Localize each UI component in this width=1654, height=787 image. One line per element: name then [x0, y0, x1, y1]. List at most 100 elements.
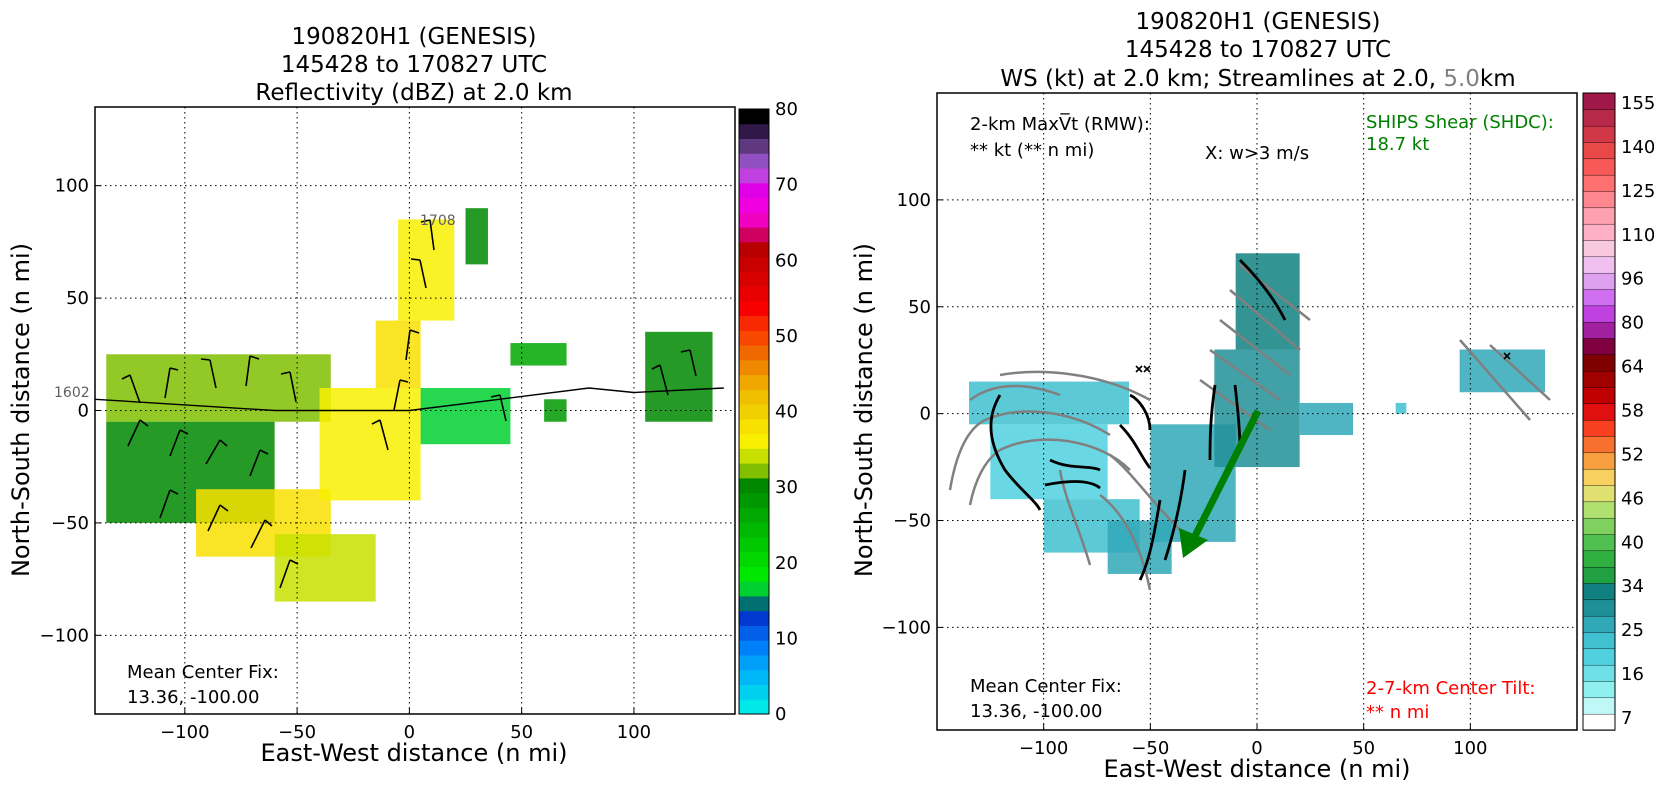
colorbar-tick-label: 20 [775, 553, 798, 574]
colorbar-swatch [739, 389, 769, 405]
colorbar-swatch [739, 109, 769, 125]
colorbar-swatch [739, 581, 769, 597]
colorbar-swatch [1582, 484, 1616, 503]
x-tick-label: −100 [1019, 738, 1068, 759]
left-title-line-2: 145428 to 170827 UTC [281, 52, 547, 78]
colorbar-tick-label: 30 [775, 477, 798, 498]
colorbar-swatch [1582, 517, 1616, 535]
colorbar-swatch [1582, 631, 1616, 650]
left-center-fix-line-1: Mean Center Fix: [127, 662, 279, 683]
x-tick-label: 50 [510, 722, 533, 743]
x-tick-label: −100 [160, 722, 209, 743]
colorbar-swatch [1582, 288, 1616, 307]
colorbar-swatch [1582, 386, 1616, 405]
colorbar-swatch [1582, 599, 1616, 617]
colorbar-swatch [1582, 337, 1616, 356]
colorbar-swatch [739, 182, 769, 199]
colorbar-swatch [739, 300, 769, 317]
colorbar-tick-label: 16 [1621, 664, 1644, 685]
right-title-line-2: 145428 to 170827 UTC [1125, 37, 1391, 63]
colorbar-swatch [1582, 566, 1616, 584]
data-region-8 [420, 388, 511, 445]
colorbar-swatch [1582, 403, 1616, 421]
colorbar-swatch [1582, 256, 1616, 274]
colorbar-swatch [1582, 239, 1616, 258]
right-plot-area [937, 93, 1577, 730]
right-colorbar: 7 16 25 34 40 46 52 58 64 80 96 110 125 140 155 [1582, 92, 1654, 731]
y-tick-label: 100 [897, 190, 931, 211]
maxvt-label-line-2: ** kt (** n mi) [970, 140, 1094, 161]
colorbar-swatch [1582, 92, 1616, 111]
colorbar-swatch [739, 699, 769, 715]
colorbar-tick-label: 0 [775, 704, 786, 725]
colorbar-swatch [739, 330, 769, 346]
data-region-6 [398, 219, 455, 321]
colorbar-swatch [1582, 158, 1616, 176]
colorbar-swatch [739, 286, 769, 302]
colorbar-swatch [739, 433, 769, 449]
colorbar-swatch [1582, 190, 1616, 209]
colorbar-swatch [739, 669, 769, 685]
y-tick-label: −50 [893, 511, 931, 532]
colorbar-swatch [1582, 141, 1616, 160]
colorbar-swatch [739, 625, 769, 641]
colorbar-swatch [739, 522, 769, 538]
y-tick-label: 0 [78, 401, 89, 422]
w-markers [1135, 352, 1511, 373]
colorbar-tick-label: 34 [1621, 576, 1644, 597]
colorbar-swatch [739, 359, 769, 376]
left-title-line-1: 190820H1 (GENESIS) [291, 24, 536, 50]
y-tick-label: 50 [66, 288, 89, 309]
colorbar-tick-label: 52 [1621, 444, 1644, 465]
colorbar-swatch [739, 212, 769, 228]
colorbar-swatch [1582, 501, 1616, 519]
left-flight-track [95, 387, 724, 412]
colorbar-swatch [739, 256, 769, 272]
x-tick-label: 50 [1352, 738, 1375, 759]
data-region-9 [510, 343, 567, 366]
left-axis-ticks: −100 −50 0 50 100 −100 −50 0 50 100 [40, 176, 652, 743]
right-axis-ticks: −100 −50 0 50 100 −100 −50 0 50 100 [882, 190, 1488, 759]
data-region-8 [1395, 402, 1407, 414]
colorbar-swatch [1582, 305, 1616, 323]
colorbar-swatch [1582, 550, 1616, 568]
colorbar-swatch [739, 536, 769, 553]
colorbar-swatch [1582, 435, 1616, 454]
colorbar-swatch [739, 418, 769, 435]
right-title-line-3-level: 5.0 [1443, 66, 1480, 92]
right-grid [937, 93, 1577, 730]
colorbar-swatch [1582, 370, 1616, 388]
colorbar-swatch [739, 507, 769, 523]
colorbar-swatch [1582, 452, 1616, 470]
colorbar-swatch [1582, 648, 1616, 666]
colorbar-swatch [1582, 223, 1616, 241]
left-track-end-label: 1708 [420, 213, 456, 229]
colorbar-swatch [739, 477, 769, 494]
left-center-fix-line-2: 13.36, -100.00 [127, 687, 259, 708]
data-region-4 [319, 388, 421, 501]
right-streamlines-5km [948, 264, 1551, 591]
data-region-11 [645, 331, 713, 422]
right-center-fix-line-2: 13.36, -100.00 [970, 701, 1102, 722]
colorbar-tick-label: 40 [775, 402, 798, 423]
colorbar-frame [738, 108, 770, 715]
colorbar-swatch [739, 168, 769, 184]
colorbar-tick-label: 80 [775, 99, 798, 120]
colorbar-swatch [739, 654, 769, 671]
right-streamlines-2km [989, 259, 1287, 581]
y-tick-label: −100 [40, 625, 89, 646]
colorbar-tick-label: 155 [1621, 93, 1654, 114]
colorbar-tick-label: 140 [1621, 137, 1654, 158]
colorbar-swatch [1582, 713, 1616, 731]
colorbar-swatch [739, 448, 769, 464]
colorbar-swatch [739, 138, 769, 154]
colorbar-tick-label: 125 [1621, 181, 1654, 202]
colorbar-swatch [739, 595, 769, 612]
left-colorbar: 0 10 20 30 40 50 60 70 80 [738, 99, 798, 725]
y-tick-label: 100 [55, 176, 89, 197]
data-region-7 [1299, 402, 1353, 436]
x-tick-label: 0 [404, 722, 415, 743]
ships-shear-line-1: SHIPS Shear (SHDC): [1366, 112, 1554, 133]
colorbar-swatch [739, 271, 769, 287]
center-tilt-line-2: ** n mi [1366, 702, 1429, 723]
